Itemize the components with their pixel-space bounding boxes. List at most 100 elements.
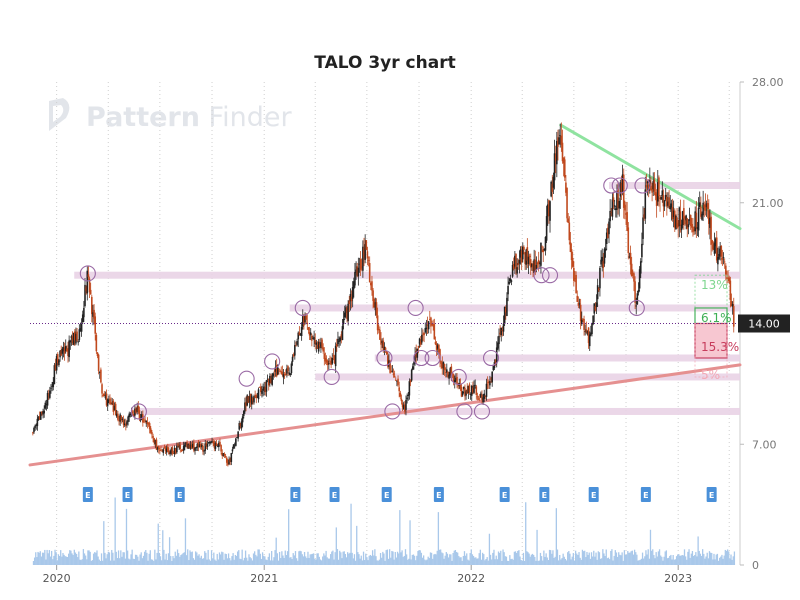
candle-body [475,386,478,395]
candle-body [419,340,422,345]
price-targets: 13% 6.1% 15.3% 5% [694,274,739,382]
volume-bar [56,560,58,565]
candle-body [405,399,407,410]
candle-body [354,272,356,286]
volume-bar [424,559,426,565]
volume-bar [335,527,337,565]
volume-bar [175,555,178,565]
candle-body [245,401,247,407]
candle-body [160,449,162,451]
candle-body [214,443,217,449]
candle-body [189,444,192,449]
candle-body [156,447,159,450]
volume-bar [78,551,80,565]
candle-body [68,340,70,358]
volume-bar [205,552,207,565]
candle-body [190,444,193,449]
volume-bar [552,550,554,565]
candle-body [157,446,160,450]
candle-body [42,411,44,415]
volume-bar [107,551,109,565]
candle-body [301,316,304,327]
candle-body [145,420,148,423]
volume-bar [278,551,281,565]
volume-bar [269,560,272,565]
candle-body [595,302,598,307]
candle-body [382,340,385,351]
volume-bar [281,551,283,565]
candle-body [204,443,207,451]
candle-body [650,185,652,191]
volume-bar [501,560,503,565]
volume-bar [292,553,294,565]
volume-bar [543,550,545,565]
volume-bar [103,521,105,565]
volume-bar [83,553,86,565]
volume-bar [373,555,375,565]
candle-body [321,339,323,348]
candle-body [684,216,686,225]
volume-bar [730,554,732,565]
volume-bar [410,559,412,565]
candle-body [559,135,562,137]
volume-bar [241,549,243,565]
candle-body [468,384,471,393]
volume-bar [130,554,132,565]
candle-body [472,387,474,393]
volume-bar [202,558,205,565]
volume-bar [298,551,300,565]
earnings-badge [539,487,550,502]
volume-bar [594,556,596,565]
volume-bar [325,550,327,565]
candle-body [646,181,649,184]
volume-bar [717,560,720,565]
candle-body [358,263,361,265]
volume-bar [164,559,166,565]
candle-body [373,298,376,308]
volume-bar [136,554,138,565]
candle-body [483,393,486,399]
volume-bar [515,552,518,565]
volume-bar [104,552,106,565]
volume-bar [629,552,631,565]
volume-bar [85,555,87,565]
volume-bar [498,552,501,565]
candle-body [669,205,672,210]
volume-bar [392,551,394,565]
volume-bar [729,558,731,565]
candle-body [332,355,335,357]
volume-bar [311,553,314,565]
volume-bar [413,555,416,565]
volume-bar [601,558,603,565]
candle-body [229,458,231,462]
candle-body [659,197,661,199]
candle-body [46,393,49,406]
candle-body [702,202,704,216]
candle-body [660,196,662,200]
candle-body [314,340,317,345]
earnings-label: E [542,491,547,500]
candle-body [718,253,720,259]
candle-body [630,263,633,277]
candle-body [575,274,577,294]
candle-body [91,296,93,315]
candle-body [256,396,259,398]
candle-body [258,387,261,388]
candle-body [138,410,141,419]
candle-body [182,445,185,451]
volume-bar [293,555,295,565]
volume-bar [329,554,332,565]
volume-bar [459,557,461,565]
volume-bar [688,549,690,565]
volume-bar [433,554,435,565]
candle-body [544,236,547,251]
candle-body [266,378,269,380]
candle-body [32,432,34,434]
candle-body [75,333,77,344]
volume-bar [696,556,698,565]
candle-body [224,455,227,458]
candle-body [715,237,718,261]
volume-bar [288,509,290,565]
volume-bar [722,558,724,565]
volume-bar [206,559,208,565]
